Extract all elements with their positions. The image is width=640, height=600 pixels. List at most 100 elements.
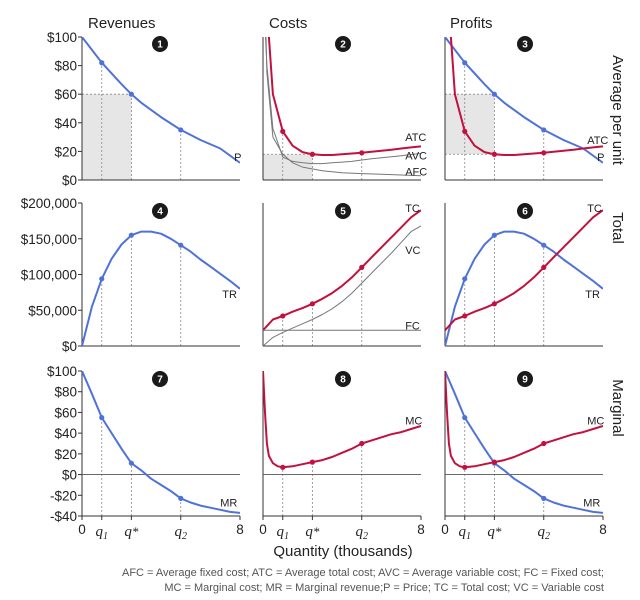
axes <box>78 36 604 520</box>
shaded-region <box>445 94 495 155</box>
data-point <box>309 301 315 307</box>
x-special-tick-label: q2 <box>356 524 369 542</box>
footnote-line-2: MC = Marginal cost; MR = Marginal revenu… <box>164 582 604 594</box>
series-line-tr <box>82 230 240 346</box>
data-point <box>359 264 365 270</box>
series-line-mc <box>445 371 603 469</box>
data-point <box>280 464 286 470</box>
data-point <box>280 128 286 134</box>
curve-label-tr: TR <box>585 289 600 301</box>
y-tick-label: $60 <box>54 87 77 102</box>
data-point <box>178 127 184 133</box>
data-point <box>541 264 547 270</box>
series-line-atc <box>267 37 421 156</box>
x-special-tick-label: q1 <box>459 524 472 542</box>
panel-number-label: 9 <box>522 375 528 386</box>
curve-label-avc: AVC <box>405 151 427 163</box>
data-point <box>462 276 468 282</box>
data-point <box>462 415 468 421</box>
data-point <box>309 151 315 157</box>
data-point <box>491 459 497 465</box>
series-line-tc <box>263 209 421 331</box>
data-point <box>541 242 547 248</box>
y-tick-label: $20 <box>54 447 77 462</box>
curve-label-mr: MR <box>583 498 600 510</box>
series-line-vc <box>263 225 421 346</box>
x-tick-label: 0 <box>259 522 267 537</box>
data-point <box>541 440 547 447</box>
y-tick-label: $80 <box>54 385 77 400</box>
data-point <box>99 415 105 421</box>
panel-number-badge <box>152 371 168 387</box>
data-point <box>491 232 497 238</box>
data-point <box>491 91 497 97</box>
panel-number-badge <box>152 36 168 52</box>
curves <box>82 37 603 514</box>
data-point <box>128 232 134 238</box>
data-point <box>309 459 315 465</box>
x-special-tick-label: q* <box>487 524 502 540</box>
panel-number-label: 1 <box>157 40 163 51</box>
series-line-afc <box>265 37 421 177</box>
data-point <box>128 91 134 97</box>
row-title-average: Average per unit <box>609 55 626 166</box>
row-title-total: Total <box>609 212 626 244</box>
panel-number-label: 4 <box>157 207 163 218</box>
series-line-atc <box>449 37 603 156</box>
y-tick-label: $0 <box>62 339 77 354</box>
curve-label-atc: ATC <box>405 132 426 144</box>
curve-label-atc: ATC <box>587 135 608 147</box>
x-tick-label: 0 <box>78 522 86 537</box>
data-point <box>541 150 547 156</box>
series-line-p <box>82 37 240 164</box>
panel-number-label: 3 <box>522 40 528 51</box>
curve-label-tc: TC <box>405 203 420 215</box>
curve-label-tc: TC <box>587 203 602 215</box>
footnote-line-1: AFC = Average fixed cost; ATC = Average … <box>122 567 604 579</box>
y-tick-label: $100 <box>47 364 77 379</box>
curve-label-p: P <box>234 152 241 164</box>
panel-number-label: 2 <box>340 40 346 51</box>
x-special-tick-label: q1 <box>96 524 109 542</box>
shaded-regions <box>82 94 495 180</box>
y-tick-label: $40 <box>54 426 77 441</box>
data-point <box>491 301 497 307</box>
curve-label-mr: MR <box>220 498 237 510</box>
panel-number-badge <box>517 203 533 219</box>
data-point <box>541 495 547 501</box>
data-point <box>462 313 468 319</box>
shaded-region <box>82 94 132 180</box>
data-point <box>462 464 468 470</box>
y-tick-label: -$40 <box>50 509 77 524</box>
x-tick-label: 8 <box>236 522 244 537</box>
panel-number-label: 5 <box>340 207 346 218</box>
data-point <box>359 440 365 447</box>
y-tick-label: $100,000 <box>21 268 77 283</box>
x-special-tick-label: q1 <box>277 524 290 542</box>
panel-number-label: 8 <box>340 375 346 386</box>
data-point <box>462 60 468 66</box>
panel-number-badge <box>335 371 351 387</box>
curve-labels: P ATC AVC AFC ATC P TR TC VC FC TC TR MR MC MC MR 1 2 3 4 5 6… <box>152 36 608 510</box>
y-tick-label: $60 <box>54 405 77 420</box>
curve-label-vc: VC <box>405 245 420 257</box>
panel-number-badge <box>335 203 351 219</box>
x-special-tick-label: q* <box>124 524 139 540</box>
x-special-tick-label: q2 <box>175 524 188 542</box>
y-tick-label: $0 <box>62 173 77 188</box>
y-tick-label: $200,000 <box>21 196 77 211</box>
panel-number-badge <box>335 36 351 52</box>
column-title-profits: Profits <box>450 15 493 32</box>
y-tick-label: $50,000 <box>28 303 77 318</box>
curve-label-tr: TR <box>222 289 237 301</box>
points <box>99 60 547 501</box>
x-tick-label: 0 <box>441 522 449 537</box>
panel-number-badge <box>152 203 168 219</box>
x-axis-title: Quantity (thousands) <box>273 543 412 560</box>
titles-and-ticks: Revenues Costs Profits Average per unit … <box>21 15 626 594</box>
series-line-mc <box>263 371 421 469</box>
curve-label-fc: FC <box>405 320 420 332</box>
x-tick-label: 8 <box>417 522 425 537</box>
data-point <box>128 460 134 466</box>
